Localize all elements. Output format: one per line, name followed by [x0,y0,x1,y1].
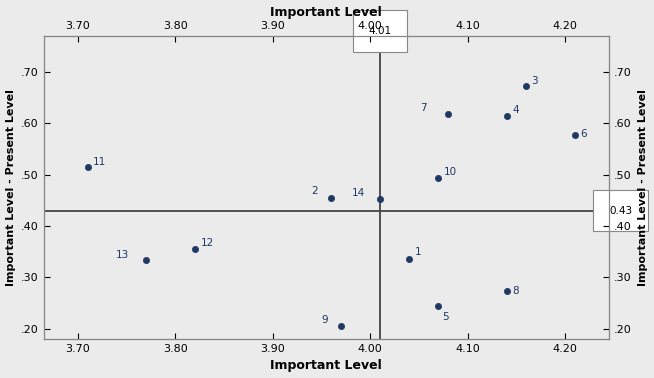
Text: 14: 14 [352,188,366,198]
Text: 6: 6 [580,129,587,139]
Text: 1: 1 [415,247,421,257]
Y-axis label: Important Level - Present Level: Important Level - Present Level [5,89,16,286]
Text: 4: 4 [512,105,519,115]
Text: 7: 7 [421,103,427,113]
Text: 10: 10 [444,167,457,177]
X-axis label: Important Level: Important Level [271,359,382,372]
Text: 11: 11 [93,157,107,167]
Text: 3: 3 [532,76,538,85]
Text: 9: 9 [322,315,328,325]
Text: 13: 13 [116,249,129,260]
Text: 12: 12 [200,239,214,248]
Y-axis label: Important Level - Present Level: Important Level - Present Level [638,89,649,286]
Text: 5: 5 [443,311,449,322]
X-axis label: Important Level: Important Level [271,6,382,19]
Text: 8: 8 [512,286,519,296]
Text: 0.43: 0.43 [609,206,632,215]
Text: 2: 2 [312,186,318,195]
Text: 4.01: 4.01 [368,26,392,36]
